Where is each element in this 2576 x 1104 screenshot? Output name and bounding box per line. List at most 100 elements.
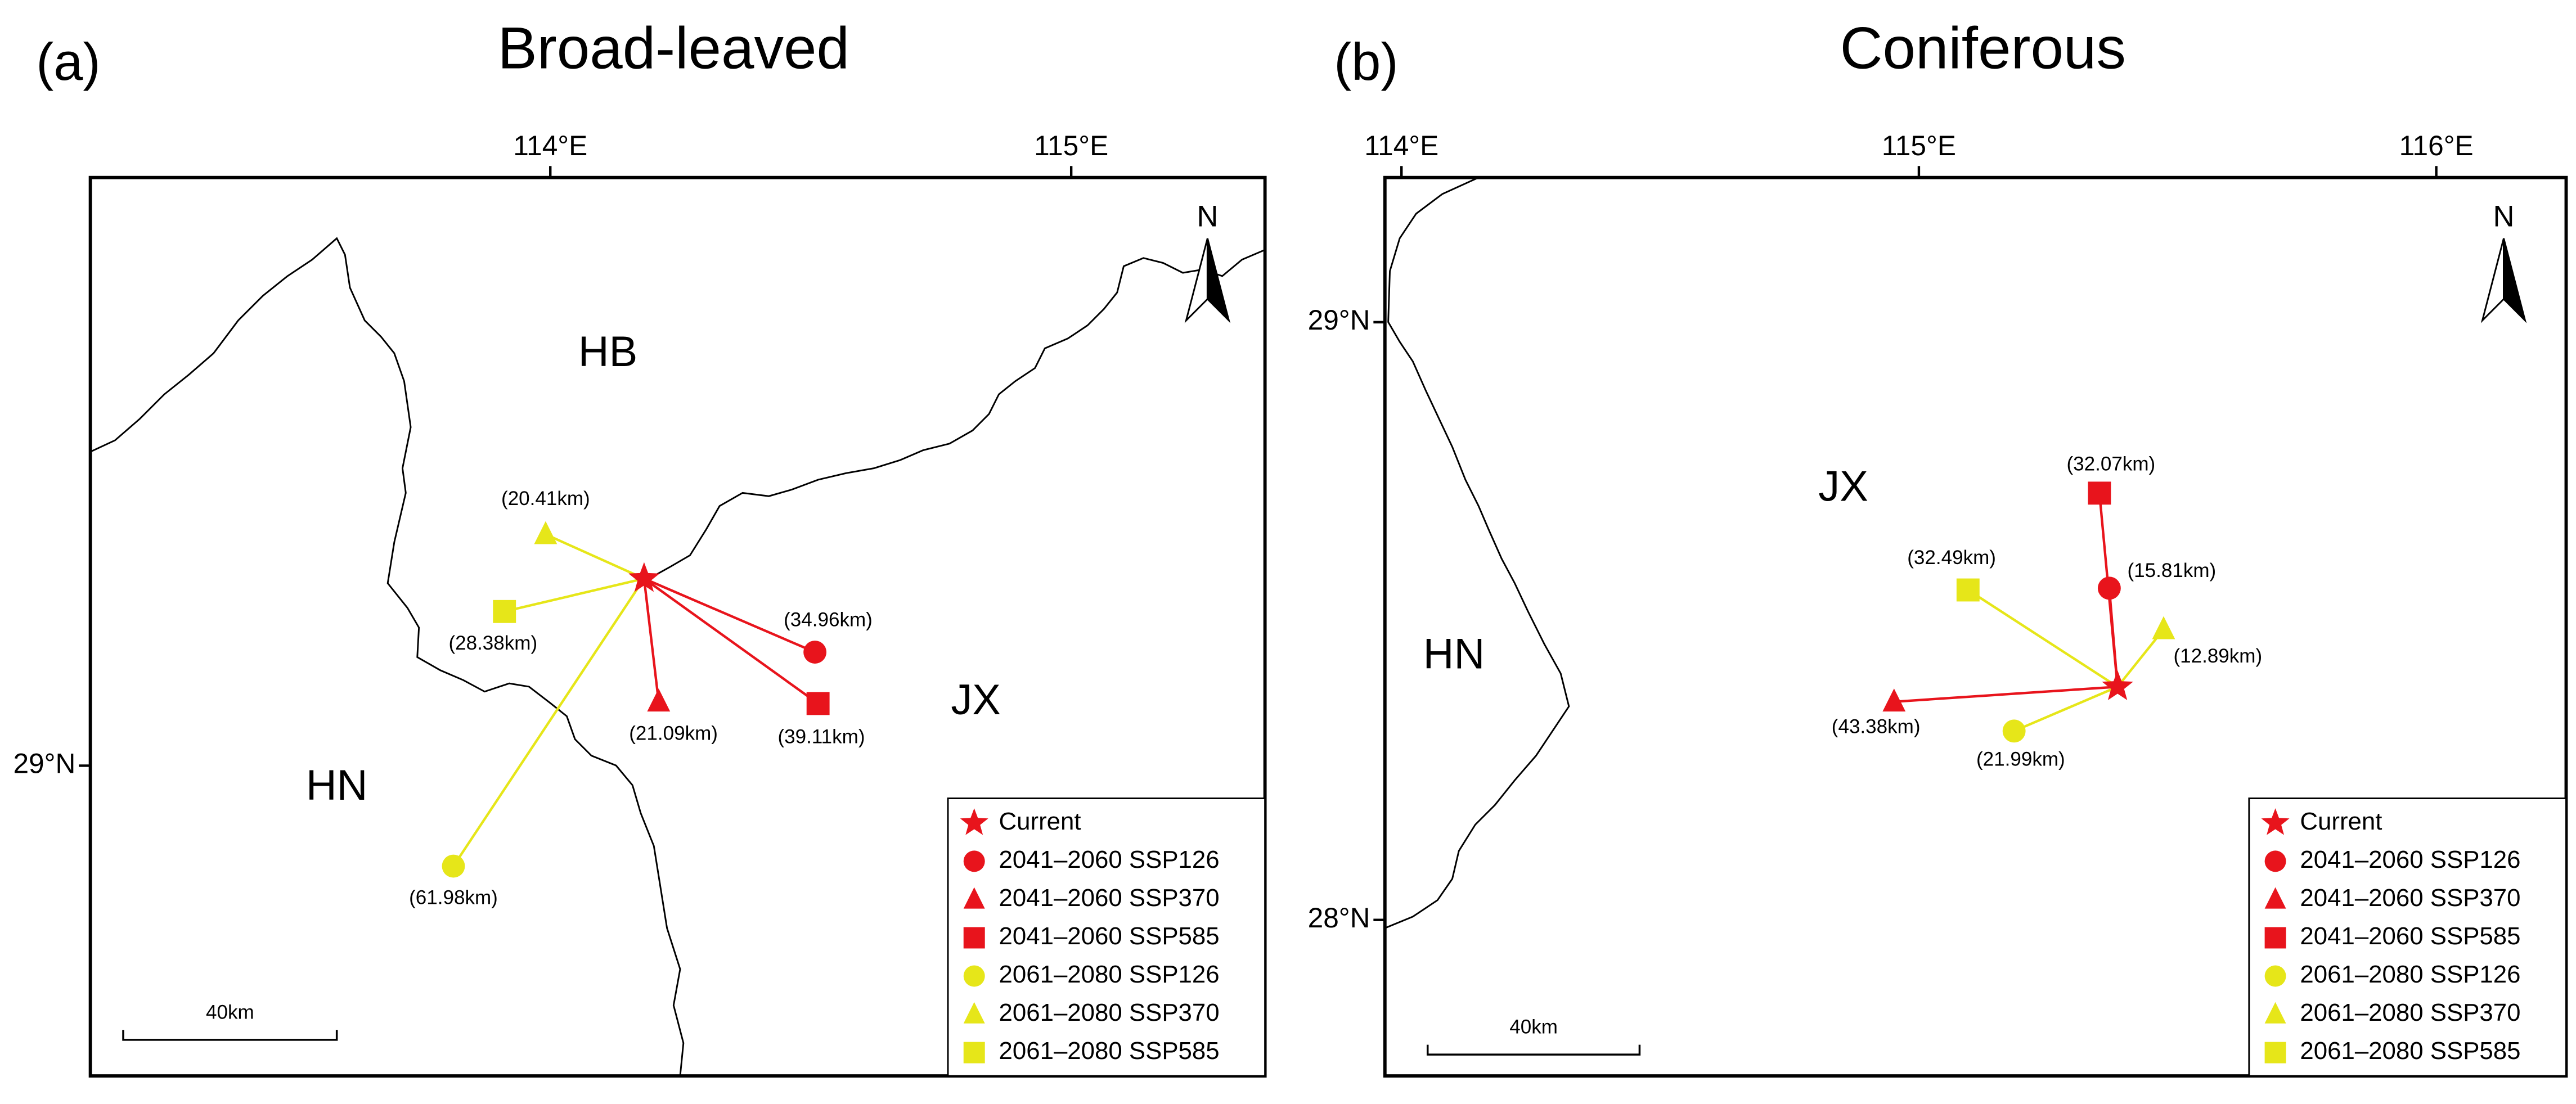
legend-swatch: [2261, 808, 2290, 835]
panel-title: Broad-leaved: [498, 16, 849, 82]
legend-swatch: [963, 1002, 985, 1024]
centroid-point: [534, 521, 558, 544]
shift-line: [2013, 686, 2118, 732]
shift-line: [642, 578, 660, 702]
x-tick-label: 115°E: [1034, 130, 1108, 161]
legend-swatch: [2264, 850, 2286, 872]
legend-label: 2061–2080 SSP126: [999, 961, 1220, 988]
north-arrow: [2503, 238, 2527, 323]
legend-swatch: [2264, 965, 2286, 987]
distance-label: (15.81km): [2128, 560, 2217, 582]
legend-label: 2061–2080 SSP126: [2300, 961, 2520, 988]
legend-label: 2061–2080 SSP585: [999, 1037, 1220, 1065]
legend-label: 2061–2080 SSP585: [2300, 1037, 2520, 1065]
legend-label: Current: [999, 808, 1081, 835]
region-label: HN: [1423, 630, 1485, 678]
panel-label: (b): [1334, 32, 1398, 91]
scale-bar: [1426, 1044, 1641, 1056]
distance-label: (61.98km): [409, 887, 498, 909]
province-border: [640, 249, 1265, 584]
legend-box: [947, 797, 1266, 1077]
x-tick-label: 114°E: [1364, 130, 1438, 161]
distance-label: (21.99km): [1976, 749, 2065, 770]
shift-line: [1894, 685, 2118, 703]
y-tick-label: 28°N: [1308, 902, 1370, 934]
legend-label: 2041–2060 SSP370: [2300, 884, 2520, 912]
north-label: N: [1197, 200, 1218, 233]
legend-swatch: [960, 808, 988, 835]
centroid-point: [647, 688, 671, 712]
legend-swatch: [2264, 927, 2286, 949]
boundaries-b: [1384, 177, 1570, 929]
province-border: [1384, 177, 1570, 929]
distance-label: (32.49km): [1907, 547, 1996, 569]
north-label: N: [2493, 200, 2515, 233]
distance-label: (34.96km): [784, 609, 873, 630]
distance-label: (12.89km): [2173, 645, 2262, 667]
panel-title: Coniferous: [1840, 16, 2126, 82]
north-arrow: [2480, 238, 2505, 323]
scale-label: 40km: [206, 1001, 254, 1023]
legend-swatch: [2264, 887, 2286, 909]
legend-box: [2248, 797, 2567, 1077]
centroid-point: [2088, 481, 2111, 505]
x-tick-label: 114°E: [513, 130, 587, 161]
north-arrow: [1184, 238, 1208, 323]
x-tick-label: 116°E: [2399, 130, 2474, 161]
legend-label: 2041–2060 SSP585: [2300, 922, 2520, 950]
centroid-point: [806, 692, 830, 715]
centroid-point: [2152, 616, 2175, 639]
shift-line: [1967, 589, 2119, 688]
distance-label: (39.11km): [777, 726, 865, 748]
shift-line: [644, 577, 816, 654]
legend-swatch: [2264, 1002, 2286, 1024]
current-point: [628, 562, 660, 592]
distance-label: (21.09km): [629, 722, 718, 744]
y-tick-label: 29°N: [1308, 304, 1370, 336]
legend-label: 2061–2080 SSP370: [2300, 999, 2520, 1026]
current-point: [2102, 670, 2133, 700]
scale-label: 40km: [1509, 1016, 1558, 1038]
shift-line: [545, 533, 645, 580]
distance-label: (43.38km): [1832, 716, 1921, 738]
legend-swatch: [2264, 1042, 2286, 1064]
scale-bar: [122, 1030, 338, 1041]
distance-label: (32.07km): [2066, 453, 2155, 475]
centroid-point: [1956, 578, 1980, 602]
legend-swatch: [963, 965, 985, 987]
shift-line: [452, 578, 645, 867]
legend-swatch: [963, 850, 985, 872]
centroid-point: [493, 600, 516, 623]
north-arrow: [1206, 238, 1231, 323]
centroid-point: [442, 854, 465, 878]
centroid-point: [803, 641, 827, 664]
region-label: JX: [951, 676, 1001, 724]
centroid-point: [2097, 576, 2121, 600]
panel-label: (a): [36, 32, 100, 91]
legend-label: 2041–2060 SSP126: [999, 846, 1220, 873]
x-tick-label: 115°E: [1882, 130, 1956, 161]
legend-label: 2041–2060 SSP370: [999, 884, 1220, 912]
region-label: JX: [1818, 463, 1868, 511]
map-frame: [88, 175, 1267, 1078]
legend-label: 2041–2060 SSP126: [2300, 846, 2520, 873]
legend-swatch: [963, 1042, 985, 1064]
centroid-point: [1882, 688, 1906, 712]
distance-label: (20.41km): [501, 488, 590, 510]
shift-line: [643, 578, 819, 705]
y-tick-label: 29°N: [13, 748, 75, 779]
distance-label: (28.38km): [448, 632, 537, 654]
legend-label: Current: [2300, 808, 2382, 835]
region-label: HB: [578, 328, 637, 376]
legend-swatch: [963, 887, 985, 909]
legend-swatch: [963, 927, 985, 949]
legend-label: 2061–2080 SSP370: [999, 999, 1220, 1026]
legend-label: 2041–2060 SSP585: [999, 922, 1220, 950]
province-border: [90, 237, 685, 1076]
shift-line: [504, 577, 645, 613]
boundaries-a: [90, 237, 1265, 1076]
region-label: HN: [306, 761, 368, 809]
centroid-point: [2002, 719, 2026, 743]
